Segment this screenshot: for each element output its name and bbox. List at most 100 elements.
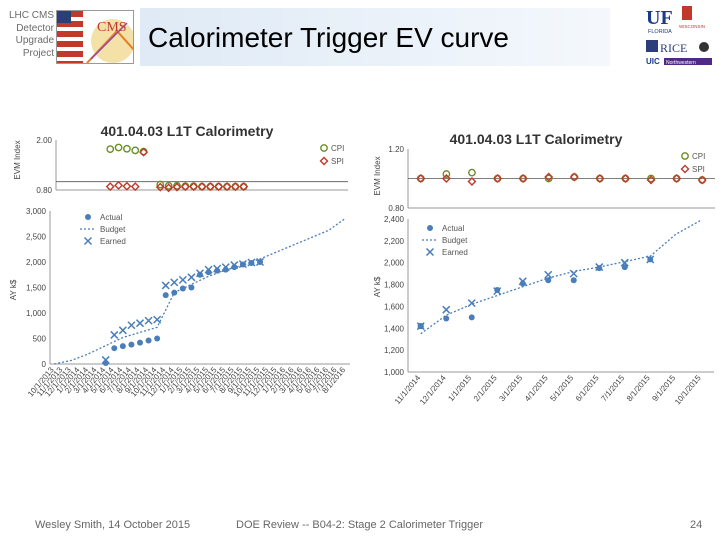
earned-point: [178, 275, 187, 284]
spi-point: [189, 182, 199, 192]
cost-ytick: 1,800: [384, 281, 405, 290]
northwestern-logo: Northwestern: [666, 60, 696, 66]
earned-point: [213, 264, 222, 273]
spi-point: [595, 174, 605, 183]
earned-point: [135, 319, 145, 328]
earned-point: [230, 261, 239, 270]
budget-line: [54, 217, 347, 365]
cost-ytick: 1,000: [384, 368, 405, 377]
legend-earned-marker: [425, 247, 435, 257]
cpi-point: [114, 143, 123, 152]
cpi-point: [442, 170, 451, 178]
spi-point: [180, 182, 190, 192]
actual-point: [137, 339, 143, 346]
earned-point: [221, 263, 230, 272]
earned-point: [247, 258, 256, 267]
earned-point: [170, 278, 179, 287]
spi-point: [197, 182, 207, 192]
cost-xtick: 12/1/2014: [418, 373, 448, 406]
legend-actual-marker: [85, 214, 91, 220]
spi-point: [672, 174, 682, 183]
university-logos: UF FLORIDA WISCONSIN RICE UIC Northweste…: [644, 2, 714, 66]
cost-ytick: 1,500: [26, 284, 47, 293]
footer-page-number: 24: [690, 519, 703, 531]
cost-xtick: 4/1/2015: [523, 373, 550, 403]
spi-point: [697, 175, 707, 185]
legend-actual-label: Actual: [100, 213, 122, 222]
actual-point: [119, 343, 126, 350]
legend-actual-marker: [427, 225, 433, 231]
actual-point: [545, 277, 552, 284]
right-evm-chart: 401.04.03 L1T Calorimetry EVM Index 1.20…: [373, 131, 715, 213]
project-line-4: Project: [22, 47, 54, 59]
earned-point: [255, 257, 265, 267]
cpi-point: [544, 174, 553, 183]
actual-point: [468, 314, 475, 321]
spi-point: [230, 182, 240, 192]
earned-point: [110, 330, 119, 339]
legend-cpi-label: CPI: [331, 144, 344, 153]
actual-point: [179, 285, 186, 292]
cpi-point: [647, 174, 655, 183]
spi-point: [518, 174, 528, 183]
right-cost-chart: AY k$ 2,400 2,200 2,000 1,800 1,600 1,400 1,20…: [373, 215, 714, 407]
cost-ytick: 1,400: [384, 324, 405, 333]
spi-point: [155, 182, 165, 192]
owl-crest-icon: [646, 40, 658, 52]
right-evm-title: 401.04.03 L1T Calorimetry: [450, 131, 623, 147]
legend-earned-marker: [83, 236, 93, 246]
legend-cpi-marker: [681, 152, 689, 160]
cost-xtick: 1/1/2015: [446, 373, 473, 403]
spi-point: [646, 175, 656, 185]
earned-point: [144, 316, 153, 325]
legend-cpi-label: CPI: [692, 152, 705, 161]
earned-point: [195, 269, 205, 278]
wisconsin-logo: WISCONSIN: [679, 24, 705, 29]
right-evm-ylabel: EVM Index: [373, 156, 382, 195]
earned-point: [161, 281, 170, 290]
cost-ytick: 2,400: [384, 215, 405, 224]
legend-spi-marker: [680, 164, 690, 174]
earned-point: [118, 326, 127, 335]
cms-logo: CMS: [56, 10, 134, 64]
cpi-point: [131, 146, 140, 155]
cost-xtick: 7/1/2015: [599, 373, 626, 403]
earned-point: [467, 299, 476, 308]
uf-sub-logo: FLORIDA: [648, 29, 672, 35]
spi-point: [569, 172, 579, 182]
legend-budget-label: Budget: [100, 225, 126, 234]
cpi-point: [123, 144, 131, 153]
cost-xtick: 8/1/2015: [625, 373, 652, 403]
legend-cpi-marker: [320, 144, 328, 152]
cost-ytick: 2,000: [384, 259, 405, 268]
page-title: Calorimeter Trigger EV curve: [148, 22, 510, 53]
spi-point: [493, 174, 503, 183]
spi-point: [441, 174, 451, 183]
cost-ytick: 3,000: [26, 207, 47, 216]
spi-point: [239, 182, 249, 192]
earned-point: [544, 270, 553, 279]
left-evm-title: 401.04.03 L1T Calorimetry: [101, 123, 274, 139]
project-label: LHC CMS Detector Upgrade Project: [2, 10, 54, 60]
earned-point: [238, 260, 247, 269]
legend-earned-label: Earned: [442, 248, 468, 257]
cost-ytick: 2,200: [384, 237, 405, 246]
earned-point: [595, 263, 604, 272]
earned-point: [153, 315, 162, 324]
cms-logo-text: CMS: [97, 20, 127, 35]
cost-xtick: 6/1/2015: [574, 373, 601, 403]
legend-budget-label: Budget: [442, 236, 468, 245]
cpi-point: [164, 181, 173, 190]
earned-point: [204, 265, 213, 274]
header-band: [140, 8, 610, 66]
left-cost-chart: AY k$ 3,0002,5002,0001,5001,000500010/1/…: [9, 207, 350, 399]
actual-point: [154, 335, 161, 342]
actual-point: [188, 284, 195, 291]
left-cost-ylabel: AY k$: [9, 279, 18, 300]
rice-logo: RICE: [660, 41, 687, 55]
actual-point: [443, 315, 450, 322]
evm-ytick-top: 1.20: [388, 145, 404, 154]
spi-point: [130, 182, 140, 192]
spi-point: [620, 174, 630, 183]
actual-point: [621, 264, 628, 271]
